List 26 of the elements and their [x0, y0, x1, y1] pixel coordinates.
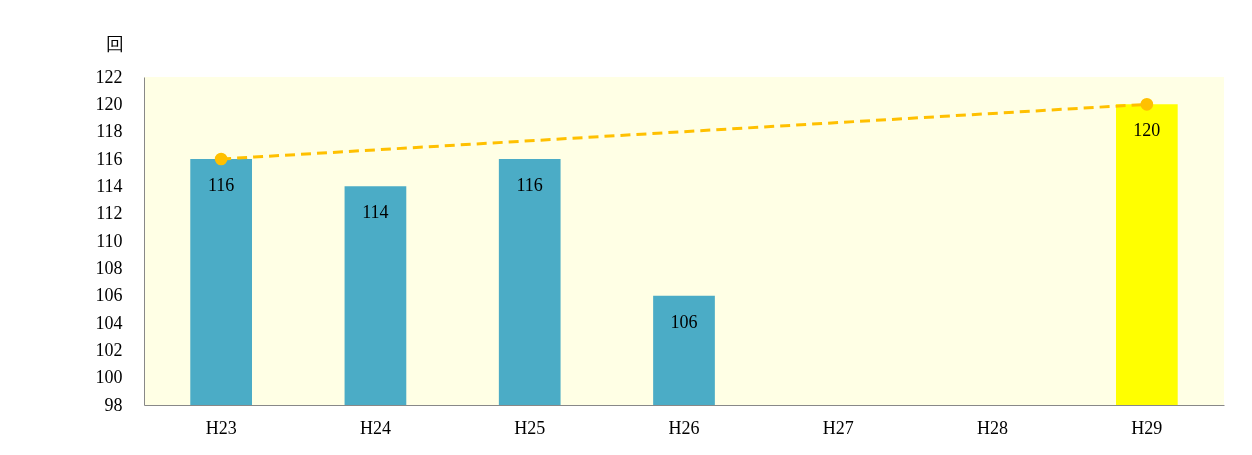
y-tick-label: 120	[95, 93, 123, 114]
data-label: 116	[207, 175, 235, 195]
x-tick-label: H26	[668, 417, 700, 438]
x-tick-label: H25	[514, 417, 546, 438]
data-label: 114	[362, 202, 389, 223]
x-tick-label: H29	[1131, 417, 1163, 438]
y-tick-label: 114	[96, 175, 123, 196]
x-tick-label: H27	[822, 417, 854, 438]
y-tick-label: 118	[96, 121, 123, 142]
x-tick-label: H28	[977, 417, 1009, 438]
y-tick-label: 104	[95, 312, 123, 333]
x-tick-label: H23	[205, 417, 237, 438]
y-tick-label: 116	[96, 148, 123, 169]
y-tick-label: 100	[95, 367, 123, 388]
y-tick-label: 110	[96, 230, 123, 251]
data-label: 106	[670, 311, 698, 332]
y-axis-title: 回	[105, 33, 124, 54]
y-tick-label: 102	[95, 339, 123, 360]
y-tick-label: 98	[104, 394, 123, 415]
y-tick-label: 112	[96, 203, 123, 224]
x-tick-label: H24	[359, 417, 391, 438]
y-tick-label: 108	[95, 257, 123, 278]
data-label: 120	[1133, 120, 1161, 141]
data-label: 116	[516, 175, 543, 195]
y-tick-label: 106	[95, 285, 123, 306]
y-tick-label: 122	[95, 66, 123, 87]
